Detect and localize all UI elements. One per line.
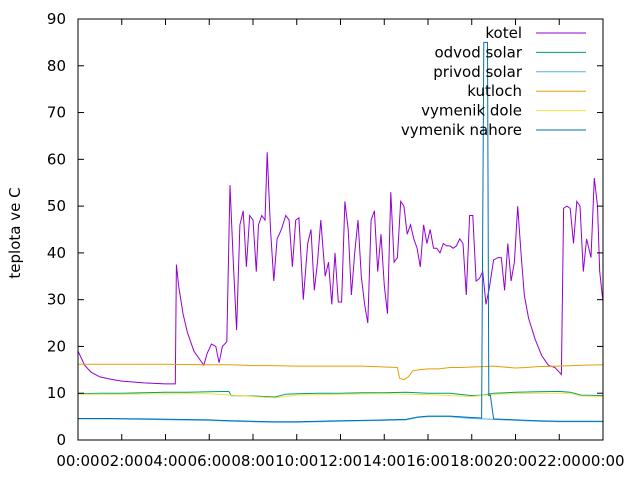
legend-label-2: privod solar: [433, 63, 523, 81]
legend-label-5: vymenik nahore: [401, 121, 522, 139]
x-tick-label: 10:00: [275, 452, 318, 470]
series-layer: [77, 41, 604, 423]
legend-label-3: kutloch: [467, 82, 522, 100]
y-tick-label: 50: [47, 197, 66, 215]
series-line-3: [78, 363, 604, 381]
x-tick-label: 18:00: [450, 452, 493, 470]
y-tick-label: 90: [47, 10, 66, 28]
y-tick-label: 20: [47, 337, 66, 355]
x-tick-label: 16:00: [406, 452, 449, 470]
y-axis-title: teplota ve C: [6, 187, 24, 278]
series-line-5: [78, 41, 603, 423]
x-tick-label: 12:00: [319, 452, 362, 470]
x-tick-label: 04:00: [144, 452, 187, 470]
legend-label-1: odvod solar: [434, 43, 522, 61]
legend-label-0: kotel: [485, 24, 522, 42]
y-tick-label: 40: [47, 244, 66, 262]
series-line-1: [77, 390, 604, 398]
x-tick-label: 06:00: [188, 452, 231, 470]
x-tick-label: 20:00: [494, 452, 537, 470]
legend-label-4: vymenik dole: [421, 102, 522, 120]
y-tick-label: 30: [47, 291, 66, 309]
plot-border: [77, 18, 604, 441]
y-tick-label: 10: [47, 384, 66, 402]
y-tick-label: 70: [47, 104, 66, 122]
x-tick-label: 00:00: [581, 452, 624, 470]
x-tick-label: 08:00: [231, 452, 274, 470]
y-tick-label: 0: [56, 431, 66, 449]
series-line-0: [77, 152, 604, 385]
y-tick-label: 80: [47, 57, 66, 75]
y-tick-label: 60: [47, 150, 66, 168]
x-tick-label: 02:00: [100, 452, 143, 470]
series-line-4: [78, 392, 604, 399]
x-tick-label: 00:00: [56, 452, 99, 470]
x-tick-label: 14:00: [363, 452, 406, 470]
x-tick-label: 22:00: [538, 452, 581, 470]
